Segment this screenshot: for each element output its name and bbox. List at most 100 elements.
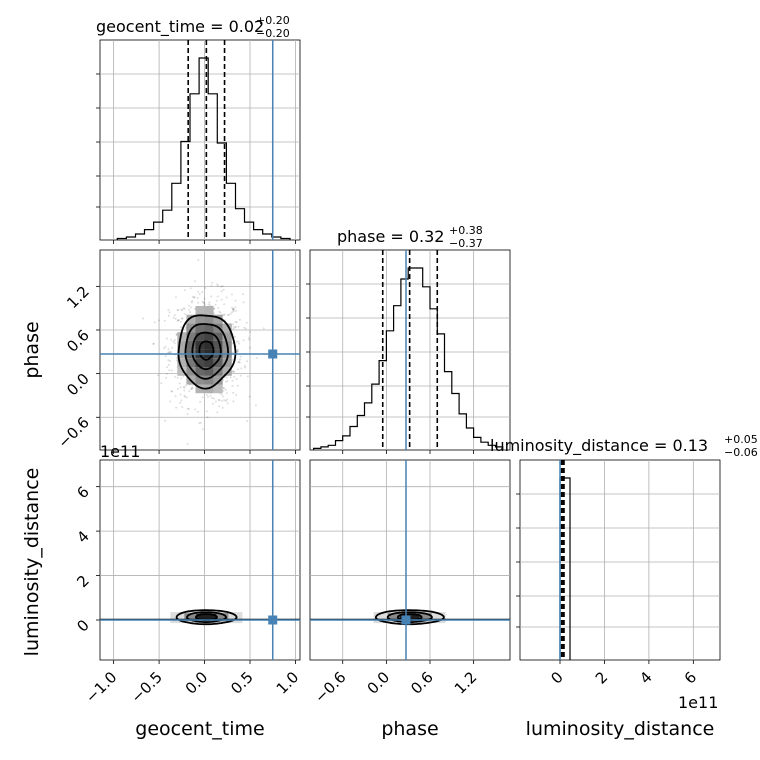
sample-point <box>233 335 236 338</box>
density-cell <box>213 358 223 368</box>
sample-point <box>248 346 251 349</box>
sample-point <box>170 351 172 353</box>
sample-point <box>168 369 171 372</box>
sample-point <box>225 376 228 379</box>
sample-point <box>167 314 170 317</box>
density-cell <box>196 614 217 621</box>
sample-point <box>179 401 182 404</box>
ylabel-phase: phase <box>21 321 43 378</box>
x-tick-label: 0.6 <box>407 668 437 698</box>
sample-point <box>237 368 240 371</box>
sample-point <box>231 308 234 311</box>
sample-point <box>222 389 225 392</box>
sample-point <box>222 386 225 389</box>
sample-point <box>176 319 179 322</box>
sample-point <box>196 297 199 300</box>
sample-point <box>201 396 204 399</box>
sample-point <box>225 399 227 402</box>
sample-point <box>217 398 220 401</box>
sample-point <box>226 313 229 316</box>
sample-point <box>169 351 172 354</box>
sample-point <box>235 377 238 380</box>
sample-point <box>235 340 238 343</box>
sample-point <box>205 410 208 413</box>
y-tick-label: 1.2 <box>63 282 93 312</box>
sample-point <box>170 390 173 393</box>
sample-point <box>234 306 237 309</box>
sample-point <box>180 399 183 402</box>
histogram-geocent_time <box>116 57 291 240</box>
density-cell <box>213 384 223 394</box>
sample-point <box>201 291 204 294</box>
sample-point <box>231 351 234 354</box>
density-cell <box>186 314 196 324</box>
contour-level-3 <box>175 609 238 626</box>
density-cell <box>195 375 205 385</box>
sample-point <box>168 351 171 354</box>
sample-point <box>186 413 189 416</box>
sample-point <box>245 321 248 324</box>
sample-point <box>221 406 224 409</box>
sample-point <box>249 330 252 333</box>
sample-point <box>233 370 236 373</box>
ylabel-luminosity-distance: luminosity_distance <box>21 468 43 657</box>
density-cell <box>186 367 196 376</box>
sample-point <box>197 410 199 413</box>
sample-point <box>233 375 236 378</box>
sample-point <box>232 391 235 394</box>
xlabel-phase: phase <box>381 718 438 740</box>
sample-point <box>244 366 247 369</box>
sample-point <box>171 369 173 372</box>
sample-point <box>188 390 191 393</box>
sample-point <box>201 300 204 303</box>
sample-point <box>243 326 246 329</box>
sample-point <box>160 382 163 385</box>
sample-point <box>214 400 217 403</box>
sample-point <box>184 395 186 398</box>
sample-point <box>169 360 172 362</box>
sample-point <box>222 314 225 317</box>
density-cell <box>222 358 232 368</box>
sample-point <box>172 316 175 319</box>
sample-point <box>225 380 227 383</box>
sample-point <box>199 421 202 424</box>
sample-point <box>174 317 177 320</box>
sample-point <box>193 296 195 299</box>
sample-point <box>216 283 219 286</box>
title-luminosity-distance: luminosity_distance = 0.13 <box>490 436 708 456</box>
sample-point <box>247 336 250 339</box>
sample-point <box>170 338 172 341</box>
sample-point <box>262 327 265 330</box>
sample-point <box>191 295 194 298</box>
density-cell <box>204 367 214 376</box>
sample-point <box>231 323 234 326</box>
sample-point <box>190 301 193 304</box>
sample-point <box>219 311 222 314</box>
sample-point <box>222 395 224 398</box>
sample-point <box>153 321 156 324</box>
sample-point <box>197 301 200 304</box>
sample-point <box>179 320 182 323</box>
sample-point <box>234 325 237 328</box>
x-tick-label: −0.5 <box>127 668 165 706</box>
sample-point <box>175 333 178 336</box>
sample-point <box>198 422 201 425</box>
sample-point <box>246 420 249 423</box>
sample-point <box>232 308 235 311</box>
density-cell <box>195 306 205 315</box>
x-tick-label: 1.2 <box>451 668 481 698</box>
sample-point <box>189 311 191 314</box>
sample-point <box>185 396 188 399</box>
sample-point <box>173 339 176 342</box>
sample-point <box>220 285 223 288</box>
sample-point <box>168 311 171 314</box>
sample-point <box>167 351 170 354</box>
sample-point <box>208 301 211 304</box>
sample-point <box>235 309 238 312</box>
xlabel-luminosity-distance: luminosity_distance <box>526 718 715 740</box>
sample-point <box>232 370 235 373</box>
title-geocent-time-plus: +0.20 <box>256 14 290 27</box>
sample-point <box>237 325 240 328</box>
sample-point <box>167 348 170 351</box>
sample-point <box>234 320 237 323</box>
